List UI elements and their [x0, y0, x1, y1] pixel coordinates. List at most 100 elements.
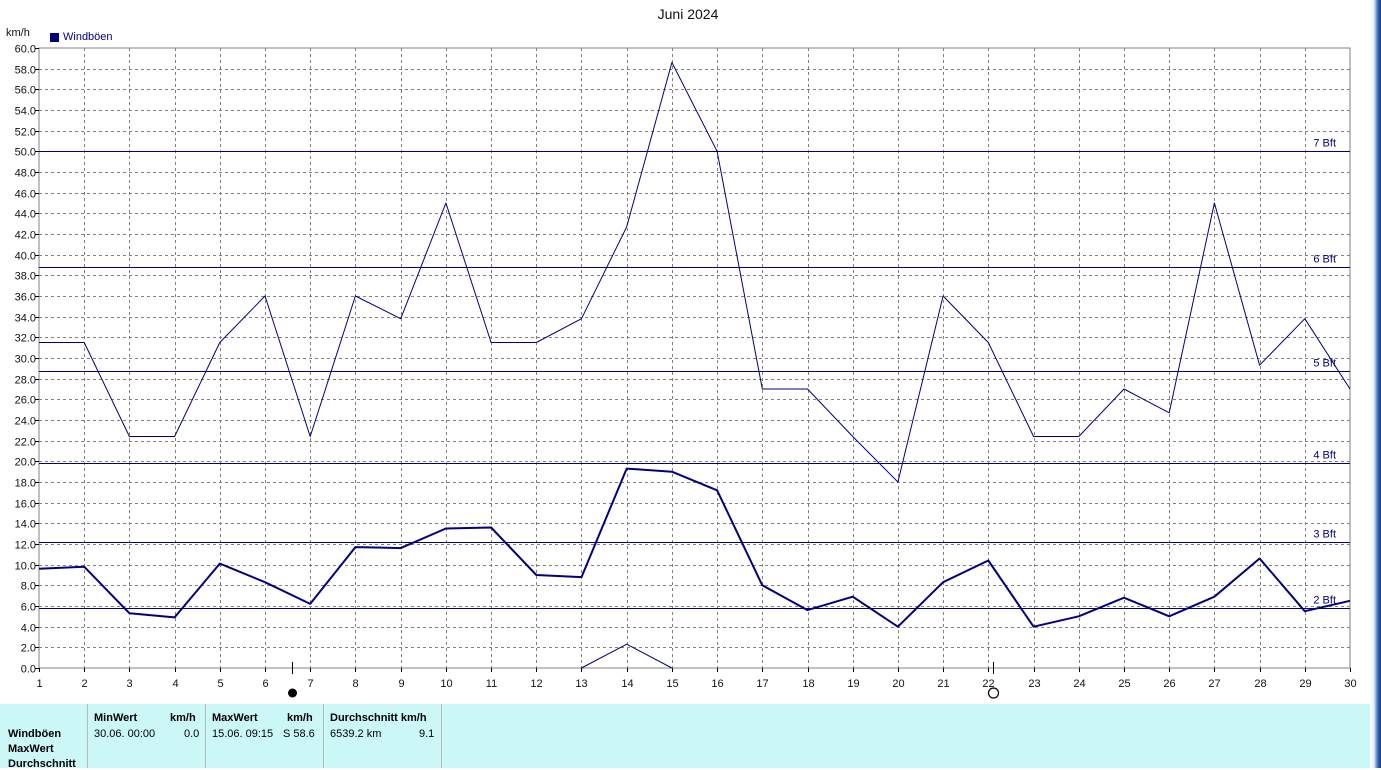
x-tick-label: 25	[1118, 678, 1130, 690]
max-header: MaxWert	[212, 712, 258, 724]
min-value: 0.0	[184, 728, 200, 740]
y-tick-label: 20.0	[15, 457, 36, 469]
avg-distance: 6539.2 km	[330, 728, 382, 740]
min-unit: km/h	[170, 712, 196, 724]
x-tick-label: 28	[1254, 678, 1266, 690]
stats-row-label-max: MaxWert	[8, 743, 54, 755]
max-unit: km/h	[287, 712, 313, 724]
stats-average-column: Durchschnitt km/h 6539.2 km 9.1	[330, 704, 442, 768]
y-tick-label: 18.0	[15, 478, 36, 490]
y-tick-label: 34.0	[15, 313, 36, 325]
x-tick-label: 7	[307, 678, 313, 690]
y-tick-label: 50.0	[15, 147, 36, 159]
legend-label: Windböen	[63, 31, 113, 43]
y-tick-label: 10.0	[15, 561, 36, 573]
x-tick-label: 4	[172, 678, 178, 690]
gust-max-line	[39, 62, 1351, 483]
y-tick-label: 28.0	[15, 375, 36, 387]
y-tick-label: 8.0	[21, 581, 36, 593]
y-tick-label: 2.0	[21, 643, 36, 655]
beaufort-label: 4 Bft	[1313, 450, 1336, 462]
y-axis-unit: km/h	[6, 27, 30, 39]
x-tick-label: 13	[575, 678, 587, 690]
x-tick-label: 9	[398, 678, 404, 690]
x-tick-label: 6	[262, 678, 268, 690]
x-tick-label: 20	[892, 678, 904, 690]
window-edge-decoration	[1370, 0, 1381, 768]
x-tick-label: 29	[1299, 678, 1311, 690]
stats-min-column: MinWert km/h 30.06. 00:00 0.0	[94, 704, 204, 768]
min-date: 30.06. 00:00	[94, 728, 156, 740]
y-tick-label: 6.0	[21, 602, 36, 614]
max-value: S 58.6	[283, 728, 315, 740]
full-moon-icon	[987, 687, 1000, 699]
avg-value: 9.1	[419, 728, 435, 740]
y-tick-label: 4.0	[21, 623, 36, 635]
x-tick-label: 30	[1344, 678, 1356, 690]
y-tick-label: 26.0	[15, 395, 36, 407]
stats-separator	[441, 704, 442, 768]
stats-row-label-avg: Durchschnitt	[8, 758, 76, 770]
chart-area: 0.0 2.0 4.0 6.0 8.0 10.0 12.0 14.0 16.0 18.0 20.0 2…	[6, 6, 1357, 699]
x-tick-label: 16	[711, 678, 723, 690]
x-tick-label: 18	[802, 678, 814, 690]
x-tick-label: 3	[126, 678, 132, 690]
y-tick-label: 32.0	[15, 333, 36, 345]
beaufort-label: 3 Bft	[1313, 529, 1336, 541]
stats-separator	[323, 704, 324, 768]
y-tick-label: 48.0	[15, 168, 36, 180]
gust-average-line	[38, 467, 1351, 628]
x-tick-label: 1	[36, 678, 42, 690]
x-tick-label: 8	[352, 678, 358, 690]
avg-header: Durchschnitt km/h	[330, 712, 427, 724]
stats-separator	[87, 704, 88, 768]
statistics-panel: Windböen MaxWert Durchschnitt MinWert km…	[0, 704, 1370, 770]
y-tick-label: 46.0	[15, 189, 36, 201]
x-tick-label: 19	[847, 678, 859, 690]
legend: Windböen	[50, 31, 113, 43]
y-tick-label: 40.0	[15, 251, 36, 263]
gust-min-line	[581, 643, 673, 669]
y-tick-label: 30.0	[15, 354, 36, 366]
x-tick-label: 15	[666, 678, 678, 690]
y-tick-label: 22.0	[15, 437, 36, 449]
x-tick-label: 26	[1163, 678, 1175, 690]
y-tick-label: 54.0	[15, 106, 36, 118]
x-tick-label: 2	[81, 678, 87, 690]
y-tick-label: 0.0	[21, 664, 36, 676]
y-tick-label: 14.0	[15, 519, 36, 531]
x-tick-label: 12	[530, 678, 542, 690]
beaufort-label: 7 Bft	[1313, 138, 1336, 150]
stats-row-label-gusts: Windböen	[8, 728, 62, 740]
x-tick-label: 10	[440, 678, 452, 690]
stats-separator	[205, 704, 206, 768]
y-tick-label: 58.0	[15, 65, 36, 77]
x-tick-label: 21	[937, 678, 949, 690]
y-tick-label: 52.0	[15, 127, 36, 139]
min-header: MinWert	[94, 712, 138, 724]
y-tick-label: 42.0	[15, 230, 36, 242]
x-tick-label: 22	[982, 678, 994, 690]
x-tick-label: 27	[1208, 678, 1220, 690]
stats-max-column: MaxWert km/h 15.06. 09:15 S 58.6	[212, 704, 322, 768]
legend-swatch	[50, 32, 59, 42]
x-tick-label: 23	[1028, 678, 1040, 690]
beaufort-label: 2 Bft	[1313, 595, 1336, 607]
x-tick-label: 24	[1073, 678, 1085, 690]
y-tick-label: 60.0	[15, 44, 36, 56]
y-tick-label: 44.0	[15, 209, 36, 221]
x-tick-label: 14	[621, 678, 633, 690]
new-moon-icon	[288, 688, 297, 698]
beaufort-label: 5 Bft	[1313, 358, 1336, 370]
y-tick-label: 56.0	[15, 85, 36, 97]
x-tick-label: 17	[756, 678, 768, 690]
y-tick-label: 38.0	[15, 271, 36, 283]
y-tick-label: 36.0	[15, 292, 36, 304]
chart-title: Juni 2024	[657, 6, 719, 22]
beaufort-label: 6 Bft	[1313, 254, 1336, 266]
max-date: 15.06. 09:15	[212, 728, 274, 740]
x-tick-label: 11	[486, 678, 497, 690]
y-tick-label: 24.0	[15, 416, 36, 428]
x-tick-label: 5	[217, 678, 223, 690]
wind-gust-chart: 0.0 2.0 4.0 6.0 8.0 10.0 12.0 14.0 16.0 18.0 20.0 2…	[15, 44, 1357, 699]
